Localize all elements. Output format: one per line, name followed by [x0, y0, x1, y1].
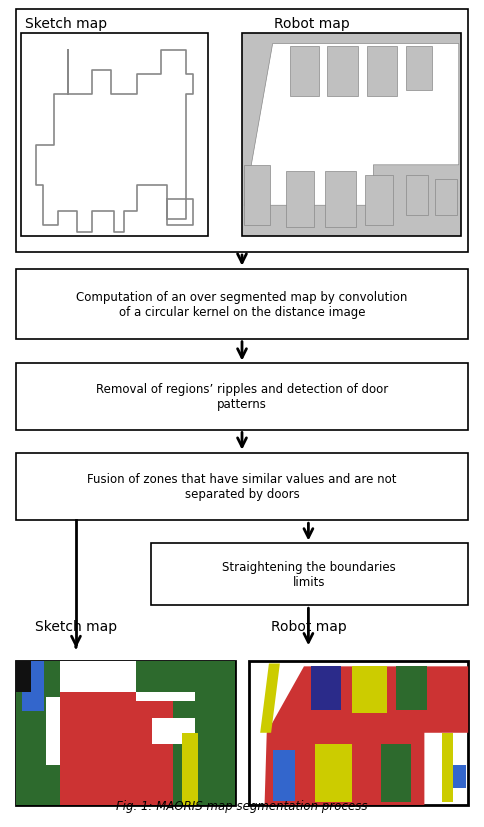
Text: Sketch map: Sketch map [25, 17, 107, 31]
Bar [182, 733, 197, 805]
Bar [367, 46, 397, 97]
Bar [406, 46, 433, 91]
Text: Robot map: Robot map [274, 17, 349, 31]
Bar [406, 175, 428, 216]
Bar [16, 453, 468, 521]
Bar [16, 661, 235, 805]
Bar [16, 661, 31, 692]
Text: Fig. 1: MAORIS map segmentation process: Fig. 1: MAORIS map segmentation process [116, 800, 368, 812]
Bar [442, 733, 453, 802]
Polygon shape [16, 661, 60, 805]
Bar [136, 661, 173, 692]
Polygon shape [260, 663, 280, 733]
Bar [16, 270, 468, 339]
Bar [244, 165, 271, 227]
Bar [249, 661, 468, 805]
Bar [364, 175, 393, 227]
Bar [22, 661, 45, 711]
Bar [311, 667, 341, 710]
Bar [273, 750, 295, 801]
Bar [60, 661, 136, 692]
Bar [151, 543, 468, 605]
Bar [380, 744, 411, 802]
Bar [352, 667, 387, 713]
Polygon shape [60, 661, 173, 805]
Text: Computation of an over segmented map by convolution
of a circular kernel on the : Computation of an over segmented map by … [76, 290, 408, 318]
Bar [242, 35, 461, 237]
Bar [286, 172, 314, 228]
Polygon shape [173, 661, 235, 805]
Bar [327, 46, 358, 97]
Bar [435, 179, 456, 216]
Bar [21, 35, 208, 237]
Bar [290, 46, 318, 97]
Polygon shape [265, 667, 468, 805]
Bar [325, 172, 356, 228]
Text: Removal of regions’ ripples and detection of door
patterns: Removal of regions’ ripples and detectio… [96, 383, 388, 411]
Bar [16, 364, 468, 430]
Text: Fusion of zones that have similar values and are not
separated by doors: Fusion of zones that have similar values… [87, 473, 397, 501]
Bar [315, 744, 352, 802]
Text: Straightening the boundaries
limits: Straightening the boundaries limits [223, 561, 396, 589]
Bar [16, 10, 468, 253]
Bar [396, 667, 426, 710]
Text: Sketch map: Sketch map [35, 619, 117, 633]
Bar [453, 765, 466, 787]
Polygon shape [244, 45, 459, 206]
Text: Robot map: Robot map [271, 619, 346, 633]
